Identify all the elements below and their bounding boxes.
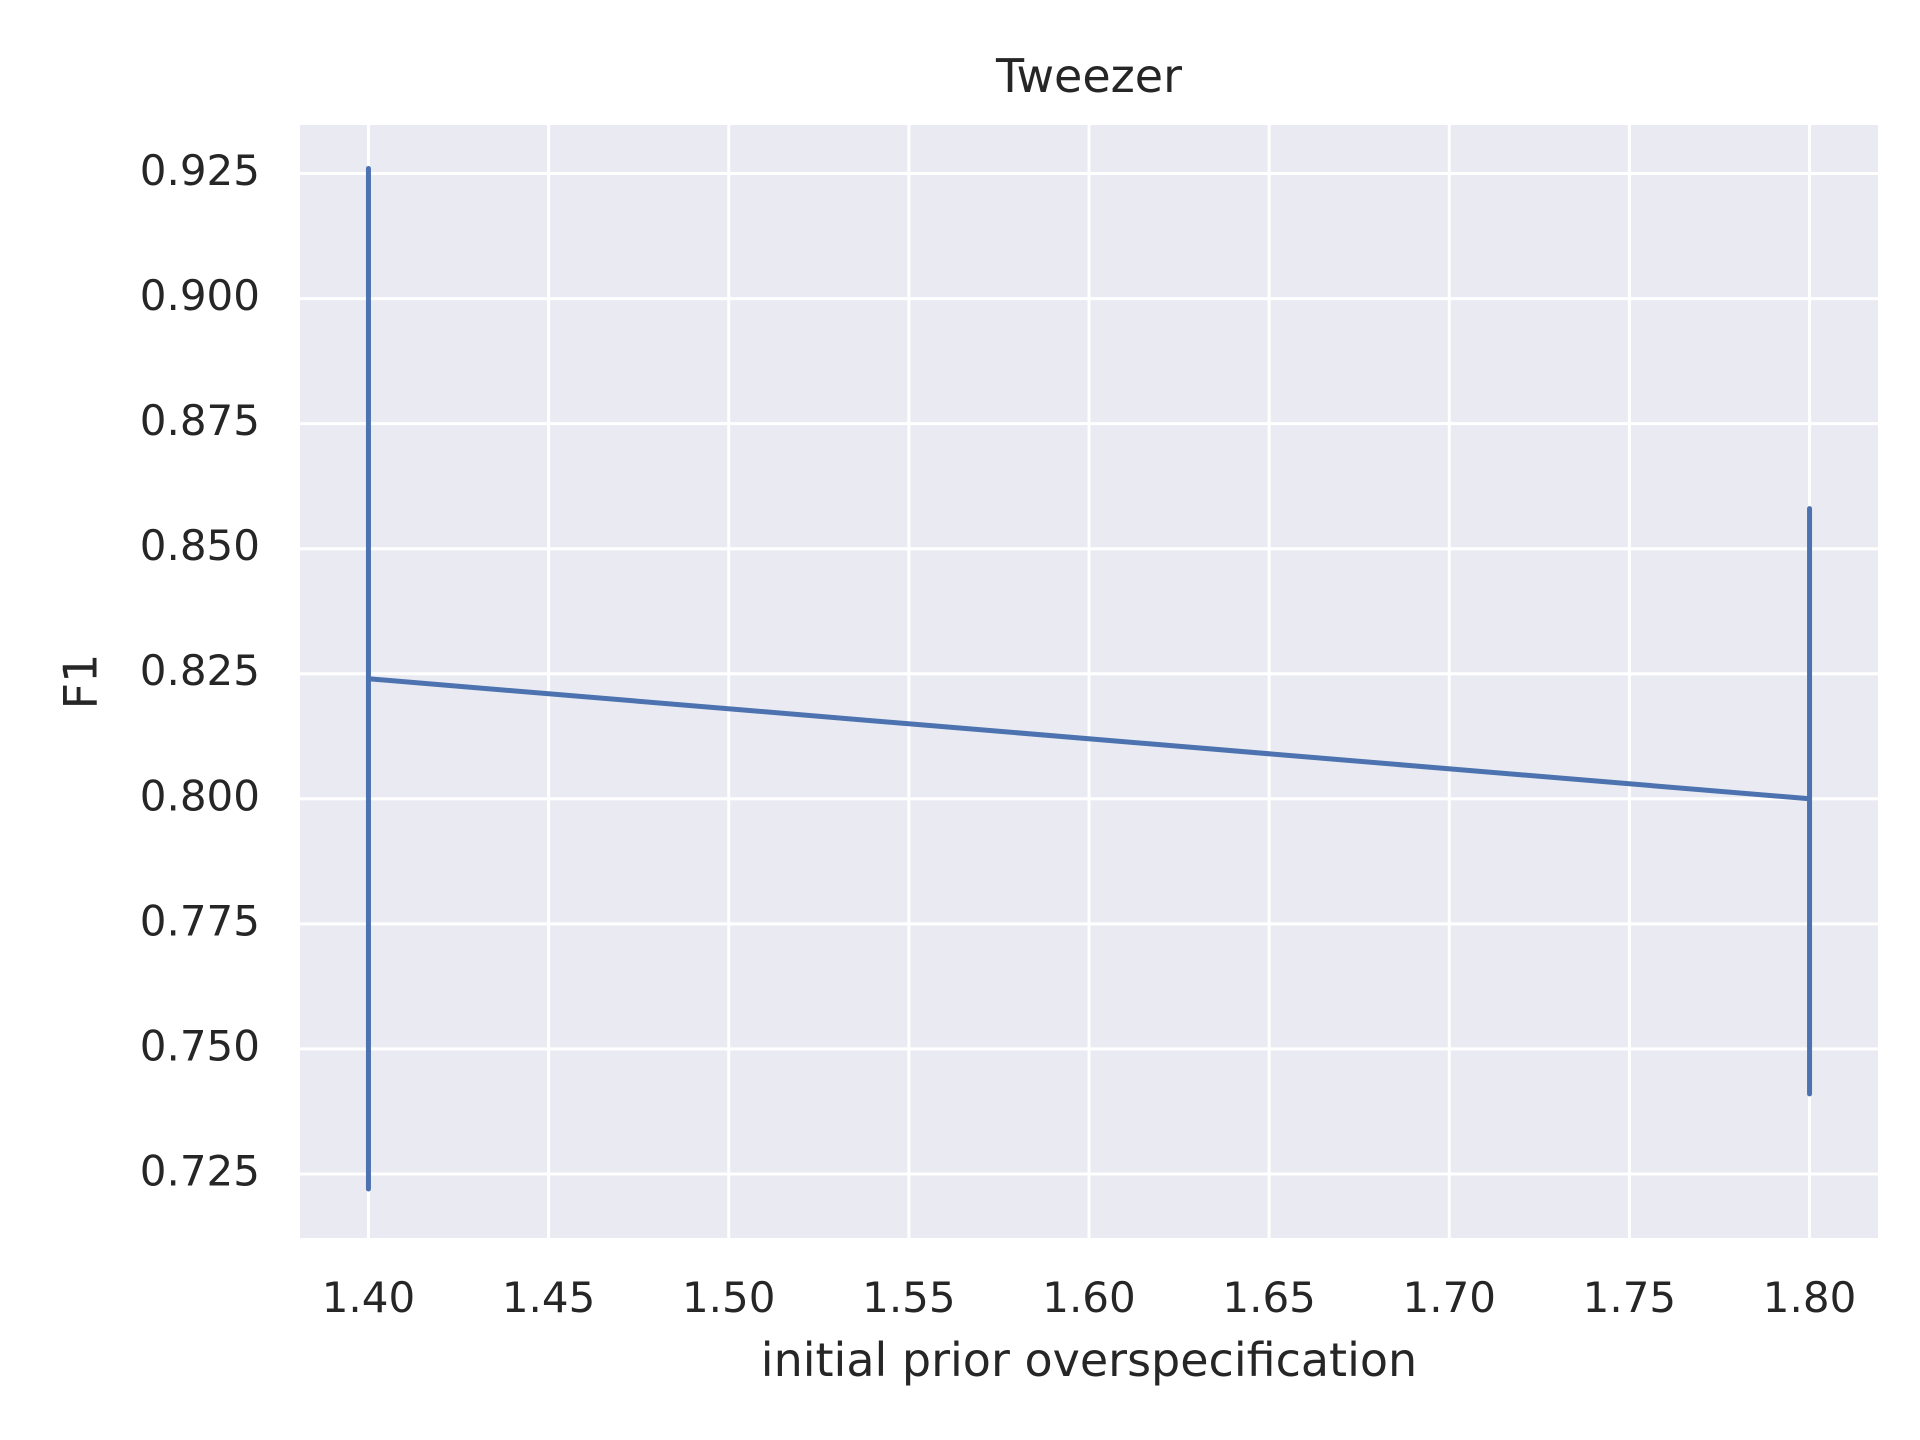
x-tick-label: 1.65: [1222, 1273, 1316, 1322]
series-line: [368, 676, 1810, 802]
y-tick-label: 0.750: [140, 1021, 260, 1070]
x-tick-label: 1.70: [1403, 1273, 1497, 1322]
series-layer: [365, 166, 1813, 1192]
x-tick-label: 1.40: [322, 1273, 416, 1322]
x-tick-label: 1.60: [1042, 1273, 1136, 1322]
x-tick-label: 1.45: [502, 1273, 596, 1322]
y-tick-label: 0.875: [140, 396, 260, 445]
y-tick-labels: 0.725 0.750 0.775 0.800 0.825 0.850 0.875 0.900…: [140, 146, 260, 1195]
x-tick-label: 1.80: [1763, 1273, 1857, 1322]
y-tick-label: 0.725: [140, 1146, 260, 1195]
chart-title: Tweezer: [995, 49, 1182, 103]
y-tick-label: 0.925: [140, 146, 260, 195]
x-tick-label: 1.75: [1583, 1273, 1677, 1322]
y-tick-label: 0.800: [140, 771, 260, 820]
y-tick-label: 0.850: [140, 521, 260, 570]
y-tick-label: 0.900: [140, 271, 260, 320]
x-tick-labels: 1.40 1.45 1.50 1.55 1.60 1.65 1.70 1.75 1.80: [322, 1273, 1857, 1322]
x-tick-label: 1.50: [682, 1273, 776, 1322]
y-tick-label: 0.775: [140, 896, 260, 945]
grid-lines: [300, 125, 1878, 1238]
x-tick-label: 1.55: [862, 1273, 956, 1322]
x-axis-label: initial prior overspecification: [761, 1333, 1417, 1387]
y-axis-label: F1: [54, 654, 108, 710]
y-tick-label: 0.825: [140, 646, 260, 695]
